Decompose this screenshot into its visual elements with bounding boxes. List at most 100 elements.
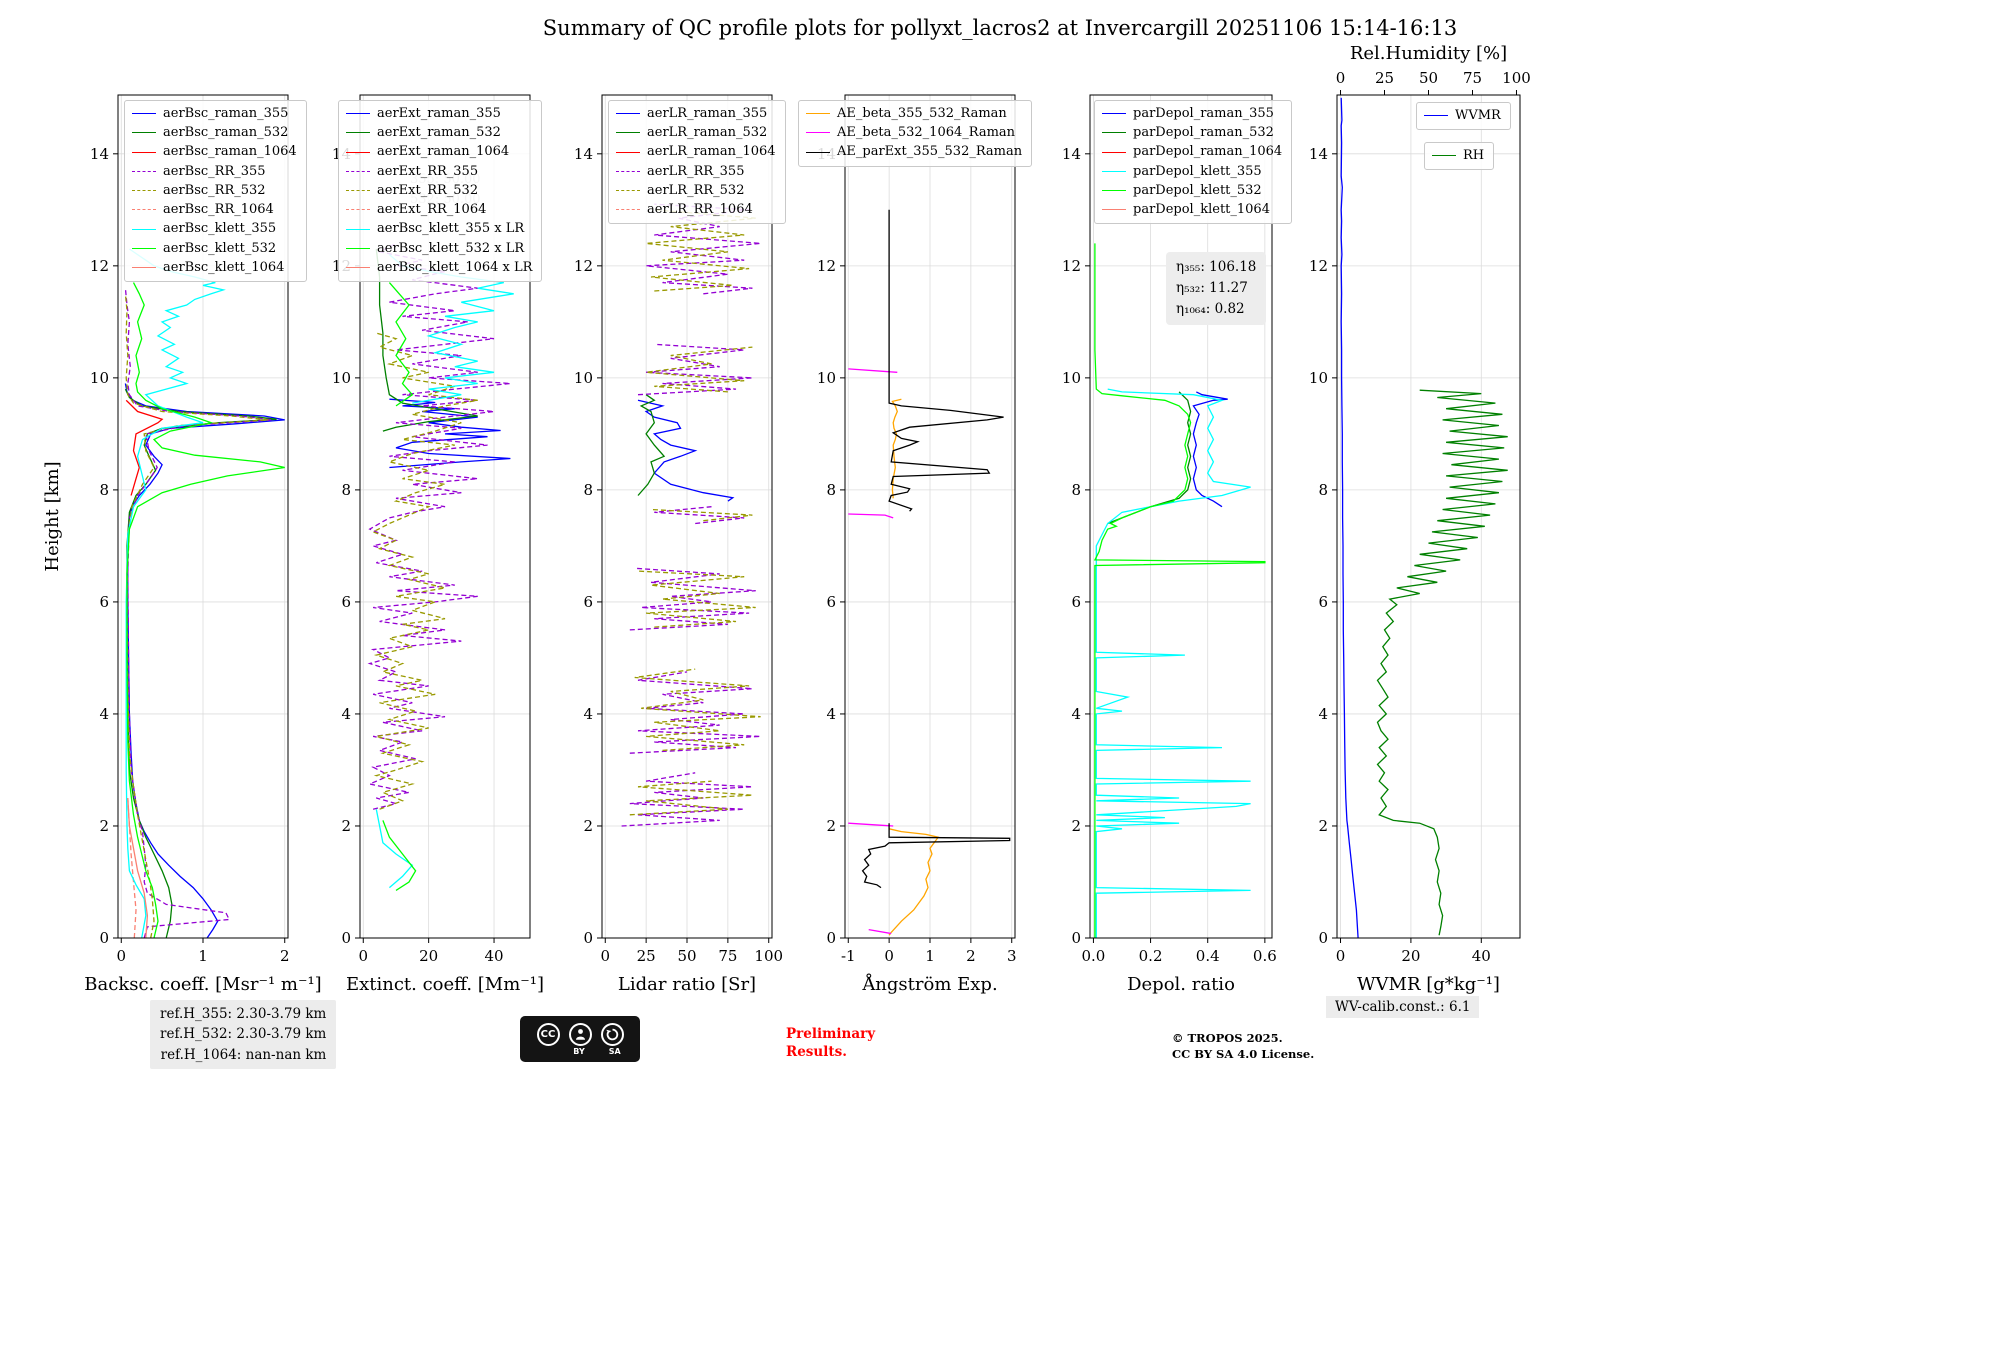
legend-item: aerBsc_RR_532 (132, 181, 297, 200)
legend-line-swatch (132, 247, 156, 249)
legend-item: aerLR_RR_532 (616, 181, 776, 200)
legend-item: aerLR_raman_1064 (616, 142, 776, 161)
axis-text: 14 (574, 145, 593, 163)
legend-item: aerLR_RR_355 (616, 162, 776, 181)
legend-item: parDepol_klett_532 (1102, 181, 1282, 200)
legend-label: aerExt_raman_532 (377, 125, 501, 141)
axis-text: 12 (90, 257, 109, 275)
axis-text: 4 (826, 705, 836, 723)
legend-line-swatch (1102, 132, 1126, 134)
axis-text: 2 (966, 947, 976, 965)
axis-text: 8 (1071, 481, 1081, 499)
legend-line-swatch (616, 132, 640, 134)
legend-item: aerLR_raman_355 (616, 104, 776, 123)
legend-label: aerExt_RR_1064 (377, 202, 487, 218)
axis-text: 0.4 (1196, 947, 1220, 965)
legend-item: parDepol_raman_532 (1102, 123, 1282, 142)
legend-item: parDepol_klett_355 (1102, 162, 1282, 181)
legend-item: aerBsc_raman_355 (132, 104, 297, 123)
axis-text: 10 (90, 369, 109, 387)
axis-text: 10 (332, 369, 351, 387)
axis-text: 0.6 (1253, 947, 1277, 965)
x-axis-label: WVMR [g*kg⁻¹] (1357, 974, 1500, 995)
legend-item: aerBsc_raman_532 (132, 123, 297, 142)
legend-item: aerLR_RR_1064 (616, 200, 776, 219)
legend-label: aerBsc_RR_532 (163, 182, 266, 198)
axis-text: 6 (1071, 593, 1081, 611)
axis-text: 20 (1401, 947, 1420, 965)
axis-text: 8 (583, 481, 593, 499)
axis-text: 1 (925, 947, 935, 965)
figure-title: Summary of QC profile plots for pollyxt_… (542, 16, 1458, 40)
legend-item: aerExt_RR_355 (346, 162, 532, 181)
axis-text: 8 (826, 481, 836, 499)
legend-item: aerBsc_RR_1064 (132, 200, 297, 219)
legend-line-swatch (1102, 151, 1126, 153)
legend-item: aerBsc_RR_355 (132, 162, 297, 181)
legend-item: AE_beta_532_1064_Raman (806, 123, 1022, 142)
axis-text: 14 (90, 145, 109, 163)
axis-text: 12 (817, 257, 836, 275)
legend-line-swatch (616, 190, 640, 192)
axis-text: 4 (1318, 705, 1328, 723)
legend-wvmr: WVMR (1416, 102, 1511, 131)
legend-line-swatch (132, 190, 156, 192)
series-aerBsc_RR_532 (124, 293, 269, 939)
x-axis-label: Extinct. coeff. [Mm⁻¹] (346, 974, 544, 995)
axis-text: 10 (1062, 369, 1081, 387)
series-aerLR_RR_355 (621, 203, 761, 827)
legend-label: aerBsc_raman_1064 (163, 144, 297, 160)
axis-text: 0.0 (1081, 947, 1105, 965)
legend-label: aerBsc_klett_532 x LR (377, 240, 525, 256)
axis-text: 2 (583, 817, 593, 835)
axis-text: 10 (817, 369, 836, 387)
preliminary-results-note: Preliminary Results. (786, 1026, 875, 1061)
legend-item: parDepol_klett_1064 (1102, 200, 1282, 219)
axis-text: 100 (1502, 69, 1531, 87)
by-label: BY (573, 1046, 585, 1056)
legend-extinction: aerExt_raman_355 aerExt_raman_532 aerExt_r… (338, 100, 543, 283)
legend-item: aerExt_RR_1064 (346, 200, 532, 219)
series-aerLR_raman_532 (637, 394, 666, 496)
legend-item: aerBsc_raman_1064 (132, 142, 297, 161)
axis-text: 0 (600, 947, 610, 965)
legend-label: aerLR_RR_1064 (647, 202, 753, 218)
legend-label: parDepol_raman_532 (1133, 125, 1274, 141)
plot-frame (1336, 94, 1521, 939)
legend-line-swatch (346, 228, 370, 230)
ref-h-355: ref.H_355: 2.30-3.79 km (160, 1006, 327, 1022)
legend-label: aerLR_RR_532 (647, 182, 745, 198)
legend-label: aerBsc_klett_1064 x LR (377, 259, 533, 275)
legend-label: aerBsc_klett_355 (163, 221, 277, 237)
copyright-line2: CC BY SA 4.0 License. (1172, 1047, 1315, 1062)
series-WVMR (1340, 97, 1359, 939)
legend-label: AE_beta_532_1064_Raman (837, 125, 1016, 141)
preliminary-line1: Preliminary (786, 1026, 876, 1042)
axis-text: 0 (1336, 947, 1346, 965)
series-aerBsc_raman_355 (124, 383, 285, 939)
legend-label: WVMR (1455, 108, 1501, 123)
legend-item: aerExt_raman_355 (346, 104, 532, 123)
x-axis-label: Backsc. coeff. [Msr⁻¹ m⁻¹] (84, 974, 321, 995)
sa-arrow-icon (600, 1022, 624, 1046)
legend-label: aerExt_RR_532 (377, 182, 479, 198)
copyright-note: © TROPOS 2025. CC BY SA 4.0 License. (1172, 1030, 1314, 1062)
legend-line-swatch (132, 228, 156, 230)
legend-label: aerBsc_RR_1064 (163, 202, 274, 218)
axis-text: 2 (1318, 817, 1328, 835)
plot-frame (1089, 94, 1273, 939)
cc-badge-icons: CC (536, 1022, 624, 1046)
legend-label: aerExt_RR_355 (377, 163, 479, 179)
legend-label: aerLR_raman_355 (647, 106, 768, 121)
legend-line-swatch (806, 151, 830, 153)
axis-text: 0 (583, 929, 593, 947)
legend-line-swatch (346, 209, 370, 211)
x-axis-label: Lidar ratio [Sr] (618, 974, 756, 995)
legend-label: aerBsc_raman_532 (163, 125, 289, 141)
axis-text: 8 (1318, 481, 1328, 499)
panel-depol: 0.0 0.2 0.4 0.6 0 2 4 6 8 10 12 14 Depol. ratio (1062, 94, 1277, 995)
y-axis-label: Height [km] (42, 461, 63, 571)
legend-line-swatch (132, 132, 156, 134)
copyright-line1: © TROPOS 2025. (1172, 1031, 1283, 1045)
legend-label: parDepol_klett_355 (1133, 163, 1262, 179)
